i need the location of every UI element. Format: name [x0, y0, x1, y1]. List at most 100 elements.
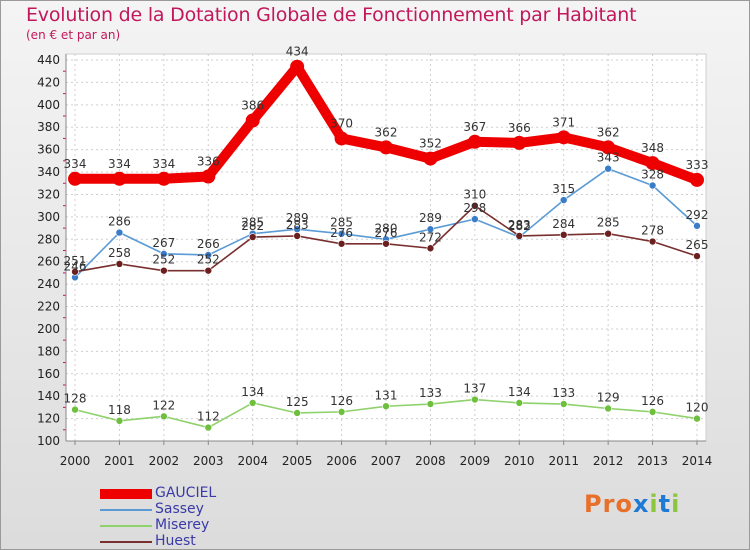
y-tick-label-200: 200 [37, 322, 60, 336]
data-label-gauciel-2012: 362 [597, 125, 620, 139]
data-label-sassey-2000: 246 [64, 259, 87, 273]
y-tick-label-300: 300 [37, 210, 60, 224]
data-label-gauciel-2003: 336 [197, 155, 220, 169]
data-label-miserey-2005: 125 [286, 395, 309, 409]
data-point-huest-2010 [515, 232, 524, 240]
data-label-huest-2013: 278 [641, 224, 664, 238]
legend-label-huest: Huest [155, 533, 196, 549]
legend-label-sassey: Sassey [155, 501, 204, 517]
data-point-sassey-2002 [160, 250, 168, 258]
x-tick-label-2003: 2003 [193, 454, 224, 468]
data-label-huest-2008: 272 [419, 230, 442, 244]
data-point-gauciel-2013 [645, 156, 660, 171]
y-tick-label-240: 240 [37, 277, 60, 291]
data-point-huest-2011 [559, 231, 568, 239]
y-tick-label-280: 280 [37, 232, 60, 246]
data-label-miserey-2014: 120 [686, 401, 709, 415]
data-label-gauciel-2006: 370 [330, 116, 353, 130]
data-label-miserey-2012: 129 [597, 391, 620, 405]
x-tick-label-2000: 2000 [60, 454, 91, 468]
x-tick-label-2007: 2007 [371, 454, 402, 468]
data-label-gauciel-2009: 367 [463, 120, 486, 134]
x-tick-label-2012: 2012 [593, 454, 624, 468]
y-tick-label-260: 260 [37, 255, 60, 269]
data-label-sassey-2011: 315 [552, 182, 575, 196]
chart-subtitle: (en € et par an) [26, 28, 121, 42]
data-point-gauciel-2010 [512, 135, 527, 150]
data-label-miserey-2006: 126 [330, 394, 353, 408]
data-point-miserey-2003 [204, 423, 213, 432]
data-label-gauciel-2002: 334 [152, 157, 175, 171]
data-label-miserey-2011: 133 [552, 386, 575, 400]
data-point-gauciel-2008 [423, 151, 438, 166]
data-point-sassey-2006 [337, 229, 346, 238]
data-point-gauciel-2004 [245, 113, 260, 128]
y-tick-label-380: 380 [37, 120, 60, 134]
data-label-sassey-2002: 267 [152, 236, 175, 250]
data-label-huest-2002: 252 [152, 253, 175, 267]
data-point-gauciel-2002 [156, 171, 171, 186]
data-label-miserey-2013: 126 [641, 394, 664, 408]
data-label-sassey-2014: 292 [686, 208, 709, 222]
data-label-huest-2010: 283 [508, 218, 531, 232]
data-point-miserey-2005 [293, 409, 301, 417]
data-point-huest-2014 [693, 252, 701, 260]
legend-swatch-miserey [100, 525, 152, 527]
data-point-sassey-2001 [115, 228, 124, 237]
data-point-gauciel-2014 [690, 172, 704, 187]
data-label-miserey-2003: 112 [197, 410, 220, 424]
data-label-huest-2005: 283 [286, 218, 309, 232]
data-label-huest-2007: 276 [375, 226, 398, 240]
data-label-gauciel-2014: 333 [686, 158, 709, 172]
x-tick-label-2014: 2014 [682, 454, 713, 468]
data-point-gauciel-2006 [334, 131, 349, 146]
data-point-huest-2001 [115, 260, 124, 268]
data-label-miserey-2008: 133 [419, 386, 442, 400]
y-tick-label-360: 360 [37, 143, 60, 157]
data-point-sassey-2003 [204, 251, 213, 259]
data-point-huest-2005 [293, 232, 301, 240]
data-label-huest-2004: 282 [241, 219, 264, 233]
data-point-miserey-2010 [515, 399, 524, 407]
data-label-huest-2001: 258 [108, 246, 131, 260]
y-tick-label-320: 320 [37, 187, 60, 201]
data-point-huest-2009 [471, 201, 479, 210]
data-label-sassey-2005: 289 [286, 211, 309, 225]
data-label-miserey-2002: 122 [152, 398, 175, 412]
data-label-gauciel-2011: 371 [552, 115, 575, 129]
y-tick-label-100: 100 [37, 434, 60, 448]
data-point-miserey-2011 [559, 400, 568, 408]
y-tick-label-180: 180 [37, 344, 60, 358]
x-tick-label-2006: 2006 [326, 454, 357, 468]
data-point-gauciel-2012 [601, 140, 616, 155]
x-tick-label-2001: 2001 [104, 454, 135, 468]
x-tick-label-2013: 2013 [637, 454, 668, 468]
data-point-miserey-2004 [248, 399, 257, 407]
data-label-miserey-2004: 134 [241, 385, 264, 399]
legend-label-gauciel: GAUCIEL [155, 485, 217, 501]
proxiti-logo: Proxiti [584, 490, 681, 518]
data-point-sassey-2011 [559, 196, 568, 204]
data-label-miserey-2010: 134 [508, 385, 531, 399]
data-label-sassey-2007: 280 [375, 221, 398, 235]
y-tick-label-120: 120 [37, 412, 60, 426]
data-point-sassey-2013 [648, 181, 657, 190]
legend-swatch-gauciel [100, 489, 152, 499]
data-point-sassey-2012 [604, 164, 612, 173]
data-point-gauciel-2007 [379, 140, 393, 155]
data-point-huest-2008 [426, 244, 435, 253]
data-label-gauciel-2010: 366 [508, 121, 531, 135]
data-point-huest-2013 [648, 237, 657, 246]
data-point-huest-2006 [337, 239, 346, 248]
x-tick-label-2009: 2009 [460, 454, 491, 468]
data-label-miserey-2001: 118 [108, 403, 131, 417]
data-label-sassey-2012: 343 [597, 151, 620, 165]
data-label-huest-2011: 284 [552, 217, 575, 231]
data-point-gauciel-2005 [290, 59, 305, 74]
data-label-gauciel-2000: 334 [64, 157, 87, 171]
data-label-gauciel-2001: 334 [108, 157, 131, 171]
data-point-sassey-2014 [693, 222, 701, 230]
data-point-gauciel-2009 [467, 134, 482, 149]
data-label-sassey-2010: 282 [508, 219, 531, 233]
